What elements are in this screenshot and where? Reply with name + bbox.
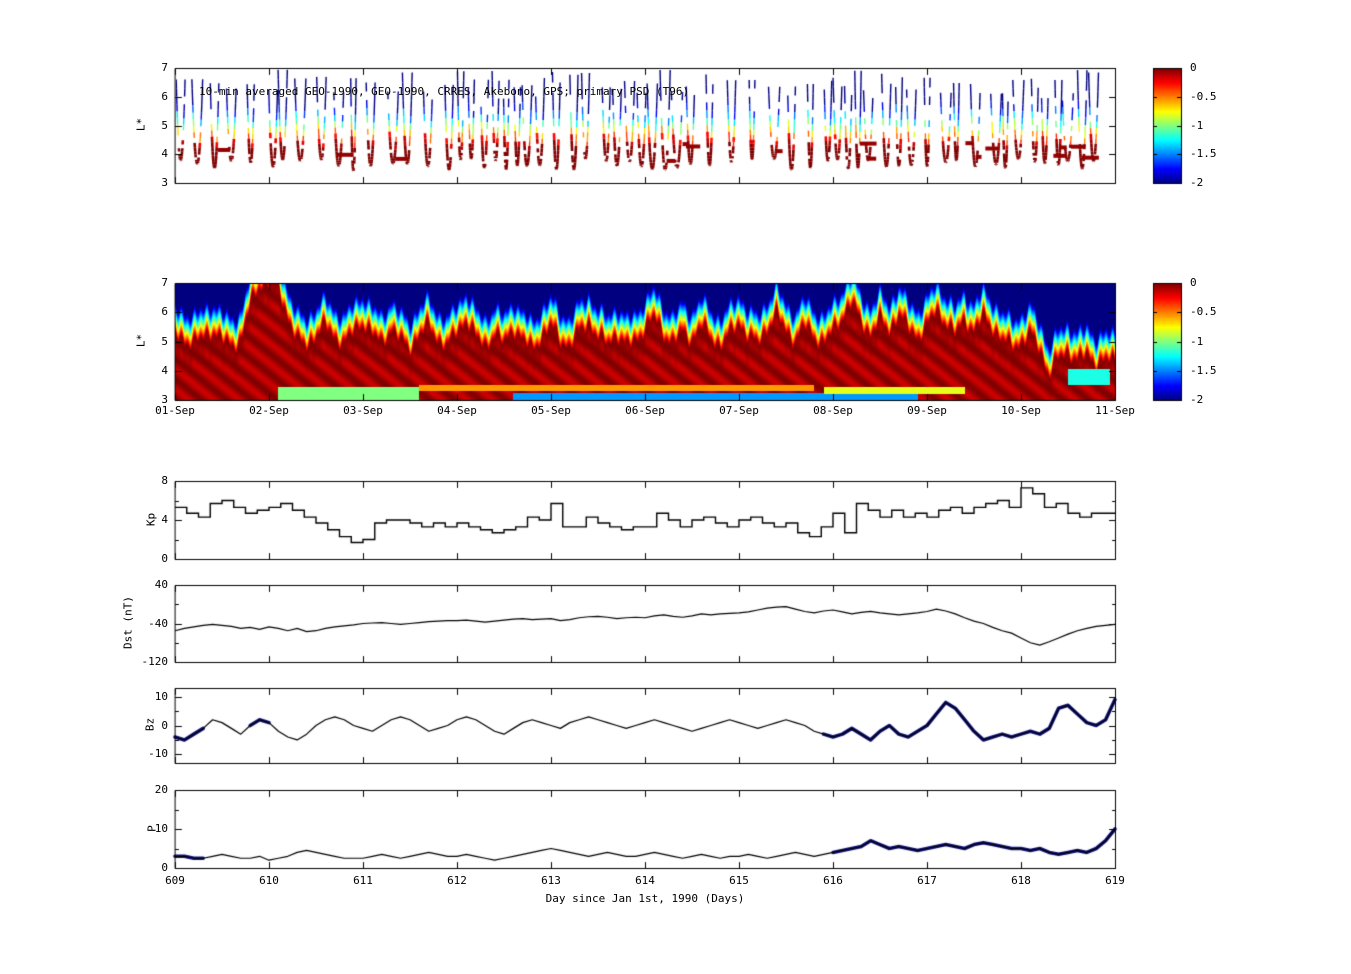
scatter-ytick: 7 [161, 61, 168, 74]
colorbar1-tick: -1.5 [1190, 147, 1217, 160]
map-ytick: 6 [161, 305, 168, 318]
kp-ytick: 4 [161, 513, 168, 526]
date-tick: 02-Sep [249, 404, 289, 417]
kp-ytick: 0 [161, 552, 168, 565]
kp-ytick: 8 [161, 474, 168, 487]
x-tick: 610 [259, 874, 279, 887]
scatter-ytick: 4 [161, 147, 168, 160]
colorbar2-tick: -0.5 [1190, 305, 1217, 318]
dst-ytick: 40 [154, 578, 168, 591]
dst-ylabel: Dst (nT) [121, 596, 135, 649]
date-tick: 11-Sep [1095, 404, 1135, 417]
scatter-ytick: 5 [161, 119, 168, 132]
bz-ylabel: Bz [143, 717, 157, 732]
x-tick: 615 [729, 874, 749, 887]
scatter-panel-title: 10-min averaged GEO-1990, GEO-1990, CRRE… [199, 85, 690, 98]
colorbar1-tick: 0 [1190, 61, 1197, 74]
colorbar2-tick: -1 [1190, 335, 1204, 348]
x-tick: 611 [353, 874, 373, 887]
kp-ylabel: Kp [144, 512, 158, 527]
p-ytick: 10 [154, 822, 168, 835]
map-ytick: 4 [161, 364, 168, 377]
date-tick: 05-Sep [531, 404, 571, 417]
p-ytick: 0 [161, 861, 168, 874]
date-tick: 09-Sep [907, 404, 947, 417]
date-tick: 03-Sep [343, 404, 383, 417]
bz-ytick: -10 [148, 747, 168, 760]
bz-ytick: 10 [154, 690, 168, 703]
date-tick: 07-Sep [719, 404, 759, 417]
date-tick: 08-Sep [813, 404, 853, 417]
scatter-ylabel: L* [134, 117, 148, 132]
p-ytick: 20 [154, 783, 168, 796]
p-ylabel: P [145, 825, 159, 832]
x-axis-label: Day since Jan 1st, 1990 (Days) [545, 892, 745, 905]
date-tick: 01-Sep [155, 404, 195, 417]
dst-ytick: -120 [141, 655, 169, 668]
x-tick: 618 [1011, 874, 1031, 887]
colorbar1-tick: -2 [1190, 176, 1204, 189]
colorbar2-tick: -1.5 [1190, 364, 1217, 377]
date-tick: 04-Sep [437, 404, 477, 417]
colorbar2-tick: 0 [1190, 276, 1197, 289]
x-tick: 617 [917, 874, 937, 887]
x-tick: 613 [541, 874, 561, 887]
scatter-ytick: 6 [161, 90, 168, 103]
map-ytick: 5 [161, 335, 168, 348]
colorbar2-tick: -2 [1190, 393, 1204, 406]
x-tick: 619 [1105, 874, 1125, 887]
bz-ytick: 0 [161, 719, 168, 732]
dst-ytick: -40 [148, 617, 168, 630]
map-ylabel: L* [134, 333, 148, 348]
colorbar1-tick: -0.5 [1190, 90, 1217, 103]
scatter-ytick: 3 [161, 176, 168, 189]
x-tick: 612 [447, 874, 467, 887]
date-tick: 06-Sep [625, 404, 665, 417]
x-tick: 609 [165, 874, 185, 887]
map-ytick: 7 [161, 276, 168, 289]
x-tick: 614 [635, 874, 655, 887]
date-tick: 10-Sep [1001, 404, 1041, 417]
map-ytick: 3 [161, 393, 168, 406]
colorbar1-tick: -1 [1190, 119, 1204, 132]
x-tick: 616 [823, 874, 843, 887]
